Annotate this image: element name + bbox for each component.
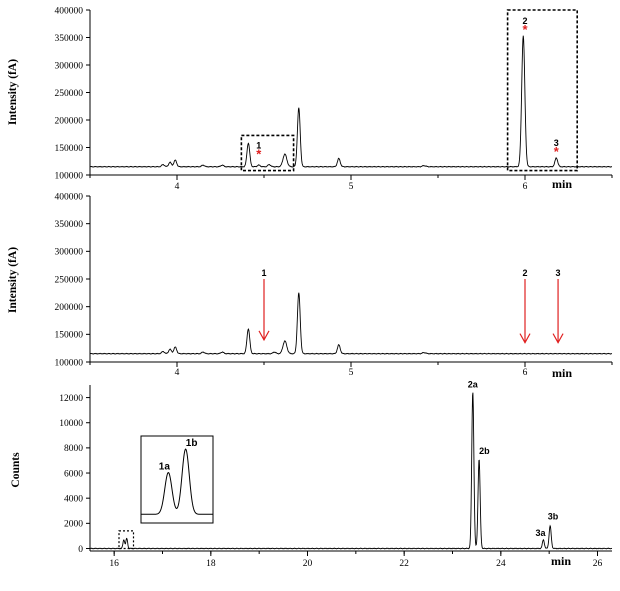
- y-tick-label: 150000: [55, 144, 84, 154]
- y-axis-label: Intensity (fA): [7, 247, 19, 313]
- y-tick-label: 8000: [64, 444, 83, 454]
- peak-label: 3: [554, 138, 559, 148]
- marker-star-icon: *: [256, 147, 262, 162]
- y-axis-label: Intensity (fA): [7, 59, 19, 125]
- x-tick-label: 18: [206, 559, 216, 569]
- middle-chromatogram-panel: 100000 150000 200000 250000 300000 350000 4000…: [7, 192, 613, 380]
- y-tick-label: 2000: [64, 520, 83, 530]
- x-tick-label: 4: [175, 182, 180, 192]
- y-tick-label: 150000: [55, 331, 84, 341]
- x-axis-unit-label: min: [551, 554, 571, 568]
- peak-label: 3a: [535, 528, 546, 538]
- peak-label: 2b: [479, 446, 490, 456]
- y-tick-label: 250000: [55, 89, 84, 99]
- top-chromatogram-panel: 100000 150000 200000 250000 300000 350000 4000…: [7, 6, 613, 192]
- y-tick-label: 0: [78, 545, 83, 555]
- peak-label: 3b: [548, 512, 559, 522]
- inset-peak-label: 1b: [186, 438, 198, 449]
- y-tick-label: 300000: [55, 61, 84, 71]
- x-tick-label: 5: [349, 368, 354, 378]
- chromatogram-trace: [89, 392, 613, 550]
- x-tick-label: 4: [175, 368, 180, 378]
- y-tick-label: 300000: [55, 248, 84, 258]
- y-axis-label: Counts: [10, 452, 22, 488]
- marker-star-icon: *: [554, 144, 560, 159]
- inset-frame: [140, 435, 214, 524]
- y-tick-label: 350000: [55, 34, 84, 44]
- y-tick-label: 400000: [55, 6, 84, 16]
- highlight-box: [506, 9, 579, 172]
- arrow-head-icon: [258, 330, 270, 342]
- arrow-label: 3: [556, 268, 561, 278]
- chromatogram-trace: [89, 292, 613, 355]
- y-tick-label: 200000: [55, 116, 84, 126]
- y-tick-label: 350000: [55, 220, 84, 230]
- x-tick-label: 16: [109, 559, 119, 569]
- y-tick-label: 400000: [55, 192, 84, 202]
- arrow-label: 2: [522, 268, 527, 278]
- y-tick-label: 4000: [64, 494, 83, 504]
- highlight-box: [240, 134, 295, 172]
- x-tick-label: 22: [399, 559, 409, 569]
- y-tick-label: 200000: [55, 303, 84, 313]
- y-tick-label: 10000: [59, 419, 83, 429]
- bottom-chromatogram-panel: 0 2000 4000 6000 8000 10000 12000 16 18 20 22 24 26 C…: [10, 380, 613, 569]
- arrow-head-icon: [552, 333, 564, 344]
- peak-label: 2: [522, 16, 527, 26]
- peak-label: 2a: [468, 380, 479, 390]
- x-tick-label: 6: [523, 368, 528, 378]
- chromatogram-trace: [89, 35, 613, 168]
- inset-trace: [141, 448, 213, 515]
- marker-star-icon: *: [522, 22, 528, 37]
- x-tick-label: 6: [523, 182, 528, 192]
- inset-peak-label: 1a: [159, 462, 171, 473]
- peak-label: 1: [256, 141, 261, 151]
- y-tick-label: 6000: [64, 469, 83, 479]
- x-tick-label: 20: [303, 559, 313, 569]
- y-tick-label: 250000: [55, 275, 84, 285]
- x-tick-label: 5: [349, 182, 354, 192]
- y-tick-label: 12000: [59, 394, 83, 404]
- arrow-head-icon: [519, 333, 531, 344]
- x-tick-label: 26: [593, 559, 603, 569]
- x-axis-unit-label: min: [552, 366, 572, 380]
- x-axis-unit-label: min: [552, 177, 572, 191]
- y-tick-label: 100000: [55, 171, 84, 181]
- arrow-label: 1: [261, 268, 266, 278]
- y-tick-label: 100000: [55, 358, 84, 368]
- x-tick-label: 24: [496, 559, 506, 569]
